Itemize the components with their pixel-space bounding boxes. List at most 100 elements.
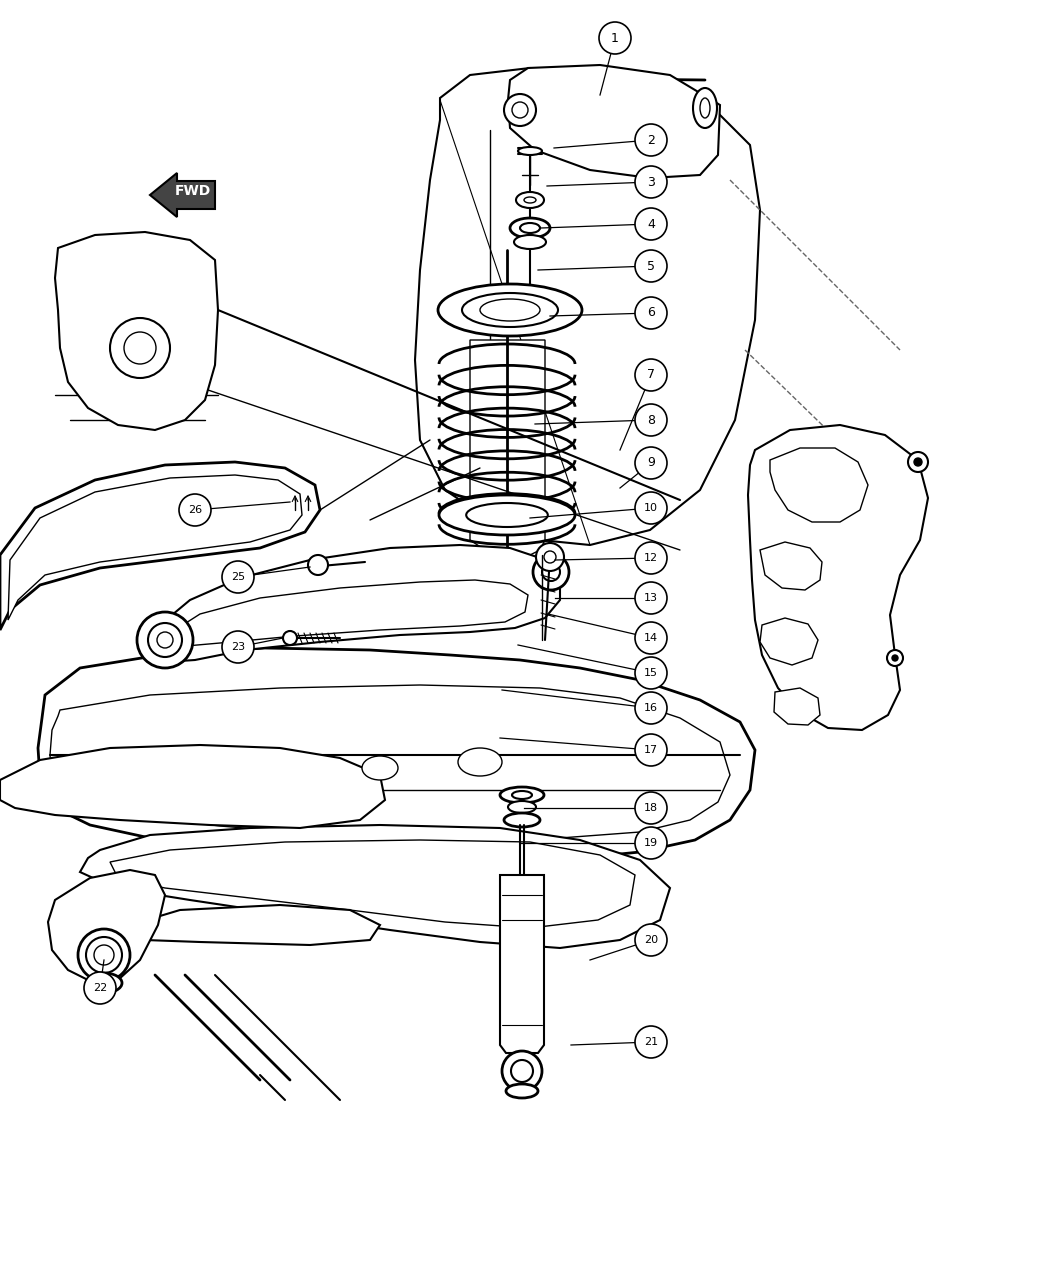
Text: 5: 5 [647, 260, 655, 273]
Circle shape [635, 622, 667, 654]
Ellipse shape [544, 551, 556, 564]
Polygon shape [48, 870, 165, 982]
Polygon shape [80, 825, 670, 949]
Ellipse shape [136, 612, 193, 668]
Text: 26: 26 [188, 505, 202, 515]
Ellipse shape [693, 88, 717, 128]
Circle shape [635, 827, 667, 859]
Ellipse shape [362, 756, 398, 780]
Circle shape [84, 972, 116, 1003]
Ellipse shape [511, 1060, 533, 1082]
Circle shape [635, 657, 667, 688]
Ellipse shape [480, 300, 540, 321]
Text: 16: 16 [644, 703, 658, 713]
Ellipse shape [158, 632, 173, 648]
Circle shape [635, 297, 667, 329]
Circle shape [635, 404, 667, 436]
Text: 20: 20 [644, 935, 658, 945]
Polygon shape [470, 340, 545, 555]
Text: 14: 14 [644, 632, 658, 643]
Ellipse shape [524, 198, 536, 203]
Text: 25: 25 [231, 572, 245, 581]
Ellipse shape [504, 94, 536, 126]
Text: 2: 2 [647, 134, 655, 147]
Circle shape [598, 22, 631, 54]
Ellipse shape [86, 973, 122, 993]
Polygon shape [8, 476, 302, 620]
Circle shape [635, 924, 667, 956]
Ellipse shape [94, 978, 114, 988]
Circle shape [635, 1026, 667, 1058]
Polygon shape [110, 840, 635, 928]
Circle shape [635, 792, 667, 824]
Ellipse shape [542, 564, 560, 581]
Text: 3: 3 [647, 176, 655, 189]
Polygon shape [150, 544, 560, 662]
Polygon shape [748, 425, 928, 731]
Text: 22: 22 [92, 983, 107, 993]
Circle shape [635, 208, 667, 240]
Polygon shape [770, 448, 868, 521]
Ellipse shape [506, 1084, 538, 1098]
Circle shape [178, 493, 211, 527]
Ellipse shape [700, 98, 710, 119]
Polygon shape [130, 905, 380, 945]
Ellipse shape [892, 655, 898, 660]
Circle shape [635, 166, 667, 198]
Ellipse shape [512, 790, 532, 799]
Ellipse shape [94, 945, 114, 965]
Ellipse shape [908, 453, 928, 472]
Text: 12: 12 [644, 553, 658, 564]
Text: 1: 1 [611, 32, 618, 45]
Text: 9: 9 [647, 456, 655, 469]
Polygon shape [55, 232, 218, 430]
Polygon shape [500, 875, 544, 1053]
Ellipse shape [458, 748, 502, 776]
Ellipse shape [516, 193, 544, 208]
Circle shape [222, 631, 254, 663]
Polygon shape [38, 648, 755, 862]
Text: 17: 17 [644, 745, 658, 755]
Text: 18: 18 [644, 803, 658, 813]
Circle shape [635, 581, 667, 615]
Ellipse shape [914, 458, 922, 465]
Ellipse shape [148, 623, 182, 657]
Polygon shape [508, 65, 720, 179]
Ellipse shape [500, 787, 544, 803]
Circle shape [635, 360, 667, 391]
Ellipse shape [462, 293, 558, 326]
Text: 23: 23 [231, 643, 245, 652]
Circle shape [635, 734, 667, 766]
Circle shape [635, 124, 667, 156]
Ellipse shape [514, 235, 546, 249]
Polygon shape [173, 580, 528, 646]
Ellipse shape [536, 543, 564, 571]
Text: 13: 13 [644, 593, 658, 603]
Polygon shape [50, 685, 730, 840]
Ellipse shape [308, 555, 328, 575]
Polygon shape [760, 618, 818, 666]
Polygon shape [415, 68, 760, 544]
Ellipse shape [86, 937, 122, 973]
Ellipse shape [508, 801, 536, 813]
Ellipse shape [510, 218, 550, 238]
Ellipse shape [533, 555, 569, 590]
Polygon shape [774, 688, 820, 725]
Text: 7: 7 [647, 368, 655, 381]
Text: 21: 21 [644, 1037, 658, 1047]
Text: 4: 4 [647, 218, 655, 231]
Ellipse shape [504, 813, 540, 827]
Circle shape [635, 542, 667, 574]
Polygon shape [0, 745, 385, 827]
Ellipse shape [110, 317, 170, 377]
Text: 8: 8 [647, 413, 655, 427]
Circle shape [635, 692, 667, 724]
Polygon shape [760, 542, 822, 590]
Text: 10: 10 [644, 504, 658, 513]
Circle shape [635, 250, 667, 282]
Ellipse shape [438, 284, 582, 337]
Ellipse shape [887, 650, 903, 666]
Circle shape [635, 448, 667, 479]
Text: 15: 15 [644, 668, 658, 678]
Ellipse shape [512, 102, 528, 119]
